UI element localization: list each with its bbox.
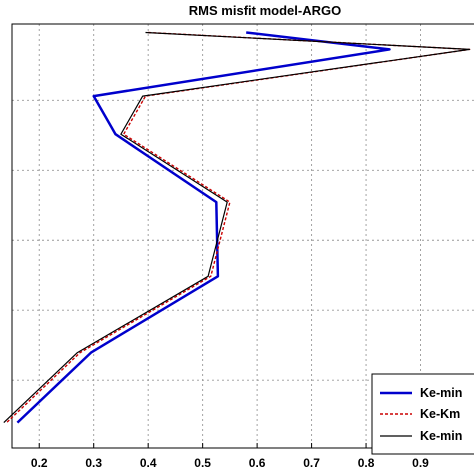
legend-label-0: Ke-min bbox=[420, 386, 462, 400]
legend-box bbox=[371, 373, 474, 455]
x-axis: 0.2 0.3 0.4 0.5 0.6 0.7 0.8 0.9 bbox=[31, 443, 429, 470]
grid bbox=[12, 24, 474, 448]
chart-title: RMS misfit model-ARGO bbox=[189, 3, 341, 18]
series-line-0 bbox=[16, 31, 391, 424]
legend-label-2: Ke-min bbox=[420, 429, 462, 443]
x-tick-label-5: 0.7 bbox=[303, 456, 320, 470]
x-tick-label-1: 0.3 bbox=[85, 456, 102, 470]
x-tick-label-3: 0.5 bbox=[194, 456, 211, 470]
x-tick-label-0: 0.2 bbox=[31, 456, 48, 470]
legend: Ke-min Ke-Km Ke-min bbox=[371, 373, 474, 455]
x-tick-label-4: 0.6 bbox=[249, 456, 266, 470]
series-lines bbox=[3, 31, 471, 424]
legend-label-1: Ke-Km bbox=[420, 407, 460, 421]
x-tick-label-2: 0.4 bbox=[140, 456, 157, 470]
x-tick-label-7: 0.9 bbox=[412, 456, 429, 470]
plot-frame bbox=[11, 23, 474, 449]
series-line-2 bbox=[3, 31, 471, 424]
series-line-1 bbox=[6, 31, 471, 424]
x-tick-label-6: 0.8 bbox=[358, 456, 375, 470]
